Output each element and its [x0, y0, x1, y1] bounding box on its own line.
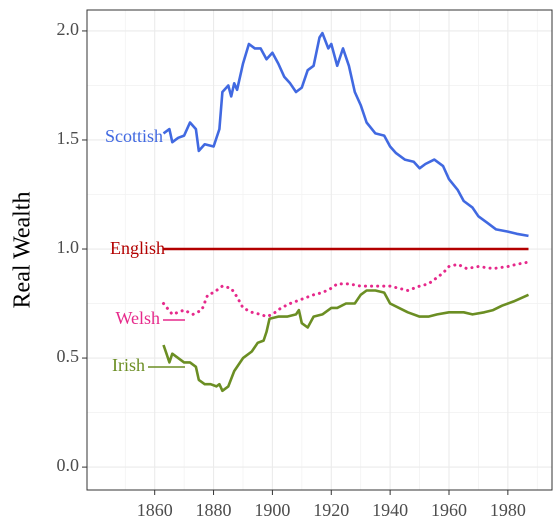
- x-tick-label: 1960: [431, 500, 467, 520]
- y-tick-label: 1.5: [57, 128, 80, 148]
- panel-border: [86, 9, 553, 491]
- series-label: English: [110, 238, 165, 258]
- series-label: Welsh: [115, 308, 160, 328]
- series-line: [162, 31, 529, 238]
- series-label: Scottish: [105, 126, 163, 146]
- x-tick-label: 1900: [254, 500, 290, 520]
- x-tick-label: 1940: [372, 500, 408, 520]
- y-tick-label: 0.0: [57, 455, 80, 475]
- series-line: [162, 289, 530, 393]
- x-tick-label: 1920: [313, 500, 349, 520]
- y-tick-label: 1.0: [57, 237, 80, 257]
- y-tick-label: 0.5: [57, 346, 80, 366]
- y-tick-label: 2.0: [57, 19, 80, 39]
- y-axis-label: Real Wealth: [10, 192, 36, 309]
- x-tick-label: 1880: [196, 500, 232, 520]
- x-tick-label: 1860: [137, 500, 173, 520]
- x-tick-label: 1980: [490, 500, 526, 520]
- series-label: Irish: [112, 355, 145, 375]
- series-line: [162, 260, 530, 319]
